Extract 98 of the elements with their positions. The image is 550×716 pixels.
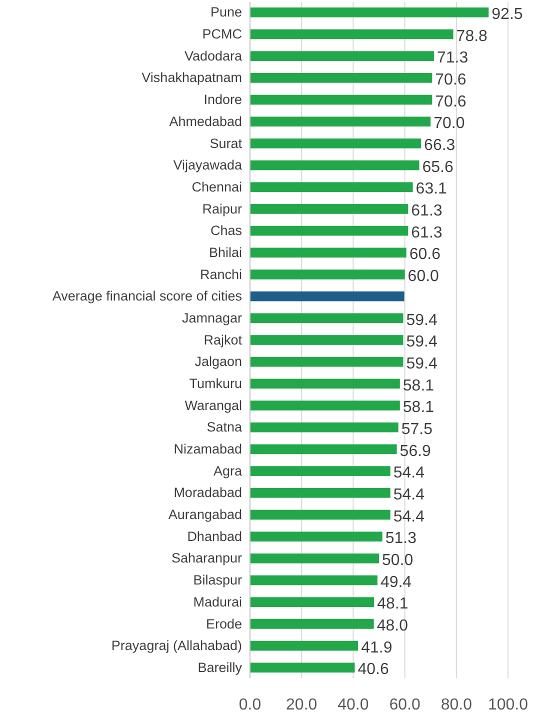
- bar: [250, 7, 489, 18]
- data-label: 49.4: [380, 574, 412, 591]
- x-tick-label: 40.0: [338, 696, 369, 714]
- data-label: 60.0: [408, 268, 440, 286]
- y-tick-label: Chennai: [192, 179, 242, 194]
- bar: [250, 291, 404, 302]
- bar: [250, 116, 431, 126]
- bar: [250, 400, 400, 410]
- data-label: 71.3: [436, 50, 468, 67]
- bar: [250, 335, 404, 345]
- y-tick-label: Indore: [204, 92, 242, 108]
- data-label: 50.0: [382, 552, 414, 570]
- bar: [250, 422, 398, 432]
- x-tick-label: 20.0: [286, 696, 318, 714]
- y-tick-label: Bhilai: [208, 244, 242, 260]
- y-tick-label: Bareilly: [198, 660, 242, 675]
- x-tick-label: 60.0: [389, 696, 420, 714]
- bar: [250, 662, 355, 673]
- x-tick-label: 0.0: [238, 696, 262, 714]
- bar: [250, 597, 374, 608]
- y-tick-label: Vadodara: [184, 48, 242, 64]
- y-tick-label: Vijayawada: [173, 158, 242, 173]
- bar: [250, 575, 378, 586]
- y-tick-label: Saharanpur: [171, 550, 242, 566]
- bar: [250, 94, 432, 105]
- data-label: 70.0: [434, 115, 465, 132]
- data-label: 92.5: [492, 6, 523, 23]
- data-label: 66.3: [424, 137, 456, 154]
- data-label: 58.1: [402, 399, 434, 416]
- data-label: 61.3: [411, 224, 442, 242]
- data-label: 78.8: [456, 28, 488, 45]
- data-label: 40.6: [358, 661, 389, 678]
- data-label: 57.5: [401, 420, 433, 438]
- y-tick-label: Dhanbad: [187, 528, 242, 544]
- y-tick-label: Aurangabad: [168, 507, 242, 522]
- bar: [250, 619, 374, 629]
- y-tick-label: Bilaspur: [193, 572, 242, 588]
- bar: [250, 29, 454, 40]
- y-tick-label: Average financial score of cities: [52, 288, 242, 304]
- x-tick-label: 80.0: [440, 696, 472, 714]
- data-label: 59.4: [406, 312, 438, 329]
- y-tick-label: Ahmedabad: [169, 114, 242, 129]
- bar: [250, 466, 390, 476]
- data-label: 63.1: [416, 180, 448, 198]
- data-label: 54.4: [393, 508, 425, 526]
- bar: [250, 138, 422, 148]
- bar: [250, 182, 413, 192]
- bar: [250, 532, 382, 542]
- data-label: 54.4: [393, 486, 425, 504]
- bar: [250, 270, 405, 280]
- y-tick-label: Nizamabad: [174, 442, 242, 457]
- data-label: 61.3: [411, 202, 442, 220]
- bar: [250, 444, 397, 454]
- data-label: 54.4: [393, 464, 425, 482]
- y-tick-label: Satna: [206, 420, 242, 435]
- x-tick-label: 100.0: [488, 696, 528, 714]
- y-tick-label: Chas: [210, 223, 242, 238]
- y-tick-label: Warangal: [184, 398, 242, 413]
- y-tick-label: Raipur: [202, 201, 242, 216]
- bar: [250, 248, 406, 258]
- data-label: 59.4: [406, 355, 438, 372]
- y-tick-label: Rajkot: [204, 332, 242, 348]
- bar: [250, 488, 390, 498]
- y-tick-label: Jamnagar: [182, 310, 242, 326]
- data-label: 56.9: [400, 442, 432, 460]
- bar: [250, 640, 358, 651]
- data-label: 41.9: [361, 639, 392, 656]
- data-label: 58.1: [402, 377, 434, 394]
- data-label: 60.6: [409, 246, 441, 264]
- y-tick-label: Madurai: [193, 594, 242, 610]
- bar: [250, 72, 432, 83]
- bar: [250, 160, 420, 170]
- y-tick-label: Erode: [206, 616, 242, 632]
- bar: [250, 510, 390, 520]
- data-label: 59.4: [406, 334, 438, 351]
- data-label: 51.3: [385, 530, 417, 548]
- bar: [250, 378, 400, 389]
- y-tick-label: Tumkuru: [189, 376, 242, 392]
- y-tick-label: Moradabad: [174, 485, 242, 500]
- y-tick-label: Pune: [210, 4, 242, 20]
- data-label: 70.6: [435, 93, 466, 110]
- y-tick-label: Ranchi: [200, 266, 242, 282]
- data-label: 48.1: [377, 596, 408, 613]
- y-tick-label: Prayagraj (Allahabad): [111, 638, 242, 654]
- bar: [250, 51, 434, 61]
- y-tick-label: Vishakhapatnam: [142, 70, 242, 86]
- data-label: 70.6: [435, 72, 466, 88]
- y-tick-label: Jalgaon: [194, 354, 242, 370]
- y-tick-label: PCMC: [202, 26, 242, 42]
- bar: [250, 226, 408, 236]
- data-label: 65.6: [422, 158, 454, 176]
- bar: [250, 204, 408, 214]
- y-tick-label: Agra: [213, 463, 242, 478]
- bar: [250, 554, 379, 564]
- y-tick-label: Surat: [210, 136, 242, 151]
- data-label: 48.0: [376, 618, 408, 635]
- bar: [250, 356, 404, 367]
- bar: [250, 313, 404, 324]
